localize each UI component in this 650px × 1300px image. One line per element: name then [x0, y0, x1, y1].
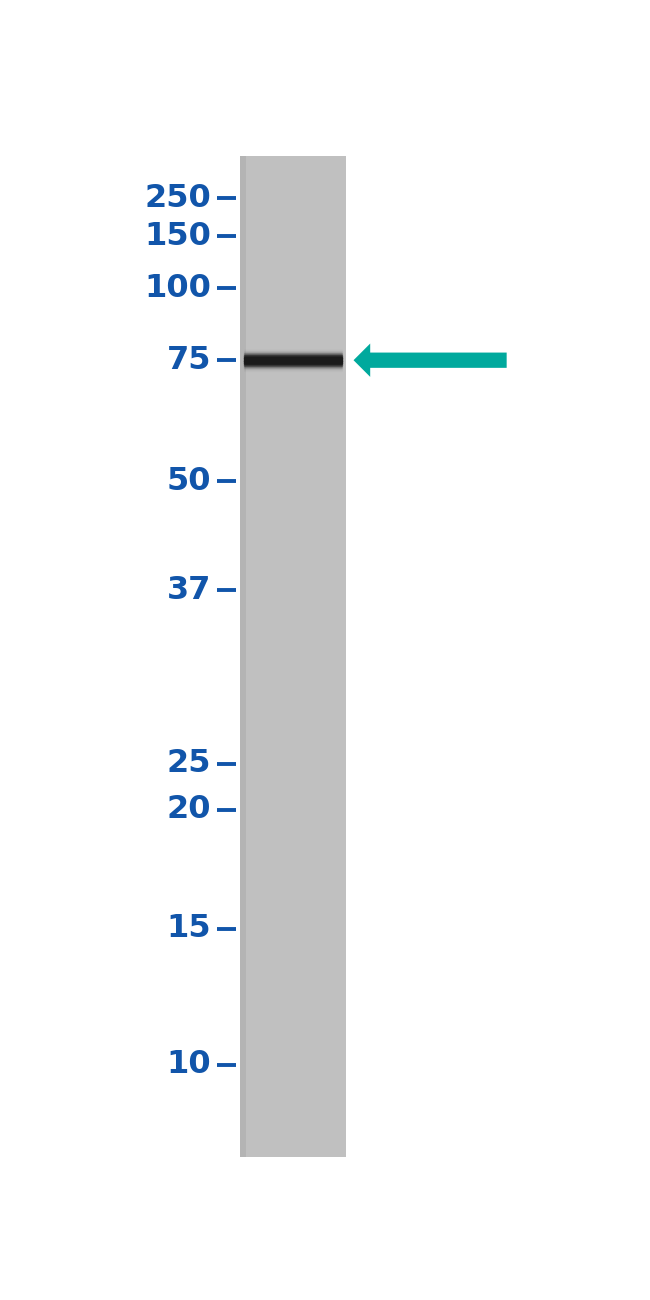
Text: 75: 75 — [166, 344, 211, 376]
Text: 150: 150 — [144, 221, 211, 252]
Text: 20: 20 — [166, 794, 211, 826]
Text: 25: 25 — [166, 747, 211, 779]
Text: 15: 15 — [166, 914, 211, 944]
Text: 37: 37 — [167, 575, 211, 606]
Text: 10: 10 — [166, 1049, 211, 1080]
Text: 50: 50 — [166, 465, 211, 497]
Text: 250: 250 — [144, 182, 211, 213]
Bar — [240, 156, 246, 1157]
Text: 100: 100 — [144, 273, 211, 304]
Bar — [240, 156, 346, 1157]
